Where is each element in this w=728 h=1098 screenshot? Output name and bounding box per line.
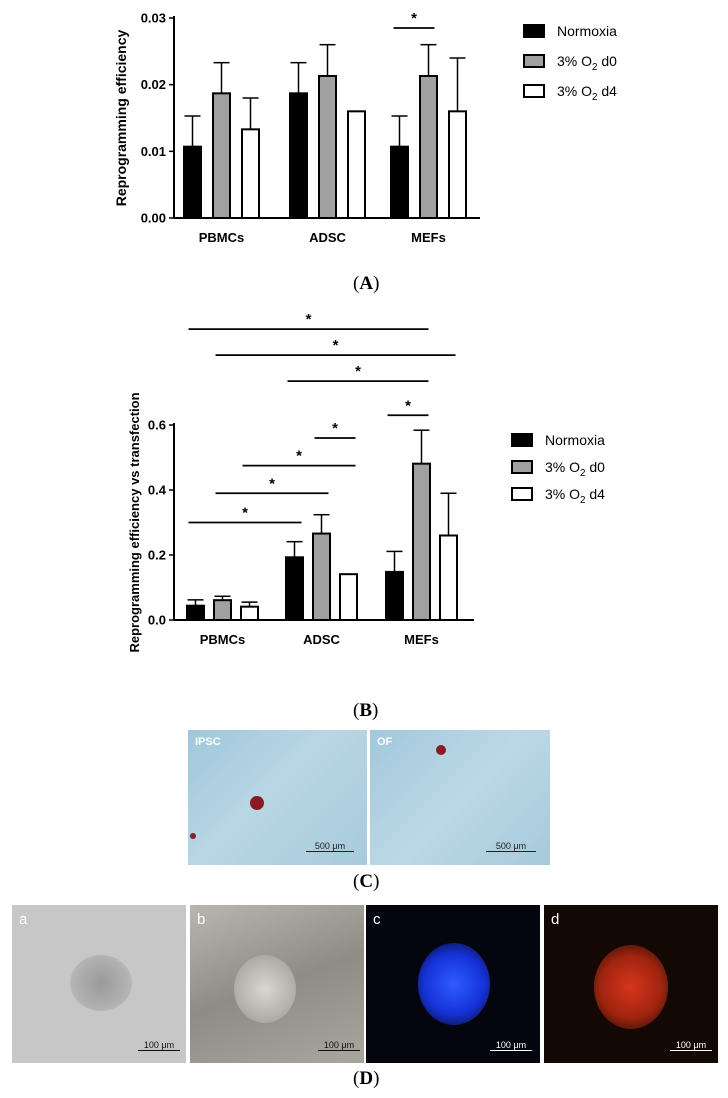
legend-swatch — [511, 433, 533, 447]
bar — [240, 605, 259, 621]
scale-bar: 100 μm — [670, 1040, 712, 1051]
bar — [347, 110, 366, 219]
panel-label-d: (D) — [353, 1068, 380, 1089]
marker-stain — [594, 945, 668, 1029]
colony-stain — [436, 745, 446, 755]
x-tick-label: PBMCs — [199, 230, 245, 245]
y-axis-label: Reprogramming efficiency vs transfection — [127, 392, 142, 652]
nuclear-stain — [418, 943, 490, 1025]
image-tag: d — [551, 911, 560, 928]
chart-b: 0.0 0.2 0.4 0.6 Reprogramming efficiency vs … — [127, 311, 605, 652]
panel-label-a: (A) — [353, 273, 380, 294]
significance-star: * — [355, 363, 361, 380]
significance-star: * — [405, 397, 411, 414]
x-tick-label: ADSC — [309, 230, 346, 245]
colony-stain — [250, 796, 264, 810]
y-tick-label: 0.03 — [141, 11, 166, 26]
y-tick-label: 0.0 — [148, 613, 166, 628]
y-tick-label: 0.00 — [141, 211, 166, 226]
y-axis-label: Reprogramming efficiency — [113, 29, 129, 206]
image-tag: a — [19, 911, 28, 928]
scale-line — [670, 1050, 712, 1051]
legend-label: 3% O2 d4 — [557, 83, 617, 103]
y-tick-label: 0.2 — [148, 548, 166, 563]
bar — [419, 75, 438, 219]
bar — [312, 532, 331, 621]
y-tick-label: 0.01 — [141, 144, 166, 159]
y-tick-label: 0.6 — [148, 418, 166, 433]
legend-swatch — [523, 54, 545, 68]
scale-line — [490, 1050, 532, 1051]
legend-swatch — [511, 487, 533, 501]
legend-label: 3% O2 d0 — [545, 459, 605, 479]
legend-swatch — [511, 460, 533, 474]
significance-star: * — [306, 311, 312, 328]
bar — [241, 128, 260, 219]
legend-label: 3% O2 d0 — [557, 53, 617, 73]
significance-star: * — [333, 337, 339, 354]
bar — [385, 570, 404, 622]
image-tag: c — [373, 911, 381, 928]
colony — [234, 955, 296, 1023]
scale-bar: 100 μm — [318, 1040, 360, 1051]
bar — [285, 556, 304, 622]
micrograph-b: b 100 μm — [190, 905, 364, 1063]
scale-line — [138, 1050, 180, 1051]
image-tag: b — [197, 911, 206, 928]
x-tick-label: MEFs — [411, 230, 446, 245]
scale-label: 500 μm — [314, 841, 346, 851]
bar — [390, 145, 409, 220]
x-tick-label: ADSC — [303, 632, 340, 647]
bar — [439, 534, 458, 621]
y-tick-label: 0.02 — [141, 77, 166, 92]
scale-line — [486, 851, 536, 852]
scale-label: 500 μm — [495, 841, 527, 851]
significance-star: * — [332, 420, 338, 437]
colony-stain — [190, 833, 196, 839]
significance-star: * — [411, 10, 417, 27]
legend-swatch — [523, 84, 545, 98]
significance-star: * — [296, 448, 302, 465]
micrograph-of: OF 500 μm — [370, 730, 550, 865]
chart-a: 0.00 0.01 0.02 0.03 Reprogramming efficiency… — [113, 10, 617, 245]
y-tick-label: 0.4 — [148, 483, 167, 498]
scale-line — [306, 851, 354, 852]
micrograph-a: a 100 μm — [12, 905, 186, 1063]
bar — [318, 75, 337, 219]
x-tick-label: MEFs — [404, 632, 439, 647]
legend-label: Normoxia — [545, 432, 605, 448]
bar — [448, 110, 467, 219]
scale-bar: 100 μm — [490, 1040, 532, 1051]
micrograph-d: d 100 μm — [544, 905, 718, 1063]
legend-label: 3% O2 d4 — [545, 486, 605, 506]
image-tag: IPSC — [195, 736, 221, 748]
scale-line — [318, 1050, 360, 1051]
bar — [339, 573, 358, 621]
scale-bar: 100 μm — [138, 1040, 180, 1051]
scale-label: 100 μm — [323, 1040, 355, 1050]
scale-label: 100 μm — [495, 1040, 527, 1050]
panel-label-c: (C) — [353, 871, 380, 892]
micrograph-c: c 100 μm — [366, 905, 540, 1063]
scale-bar: 500 μm — [306, 841, 354, 852]
scale-bar: 500 μm — [486, 841, 536, 852]
panel-label-b: (B) — [353, 700, 379, 721]
legend-label: Normoxia — [557, 23, 617, 39]
colony — [70, 955, 132, 1011]
legend-swatch — [523, 24, 545, 38]
bar — [289, 92, 308, 219]
bar — [183, 145, 202, 220]
x-tick-label: PBMCs — [200, 632, 246, 647]
scale-label: 100 μm — [143, 1040, 175, 1050]
image-tag: OF — [377, 736, 393, 748]
bar — [212, 92, 231, 219]
bar — [213, 599, 232, 621]
bar — [186, 604, 205, 622]
scale-label: 100 μm — [675, 1040, 707, 1050]
significance-star: * — [269, 475, 275, 492]
significance-star: * — [242, 505, 248, 522]
bar — [412, 462, 431, 621]
micrograph-ipsc: IPSC 500 μm — [188, 730, 367, 865]
